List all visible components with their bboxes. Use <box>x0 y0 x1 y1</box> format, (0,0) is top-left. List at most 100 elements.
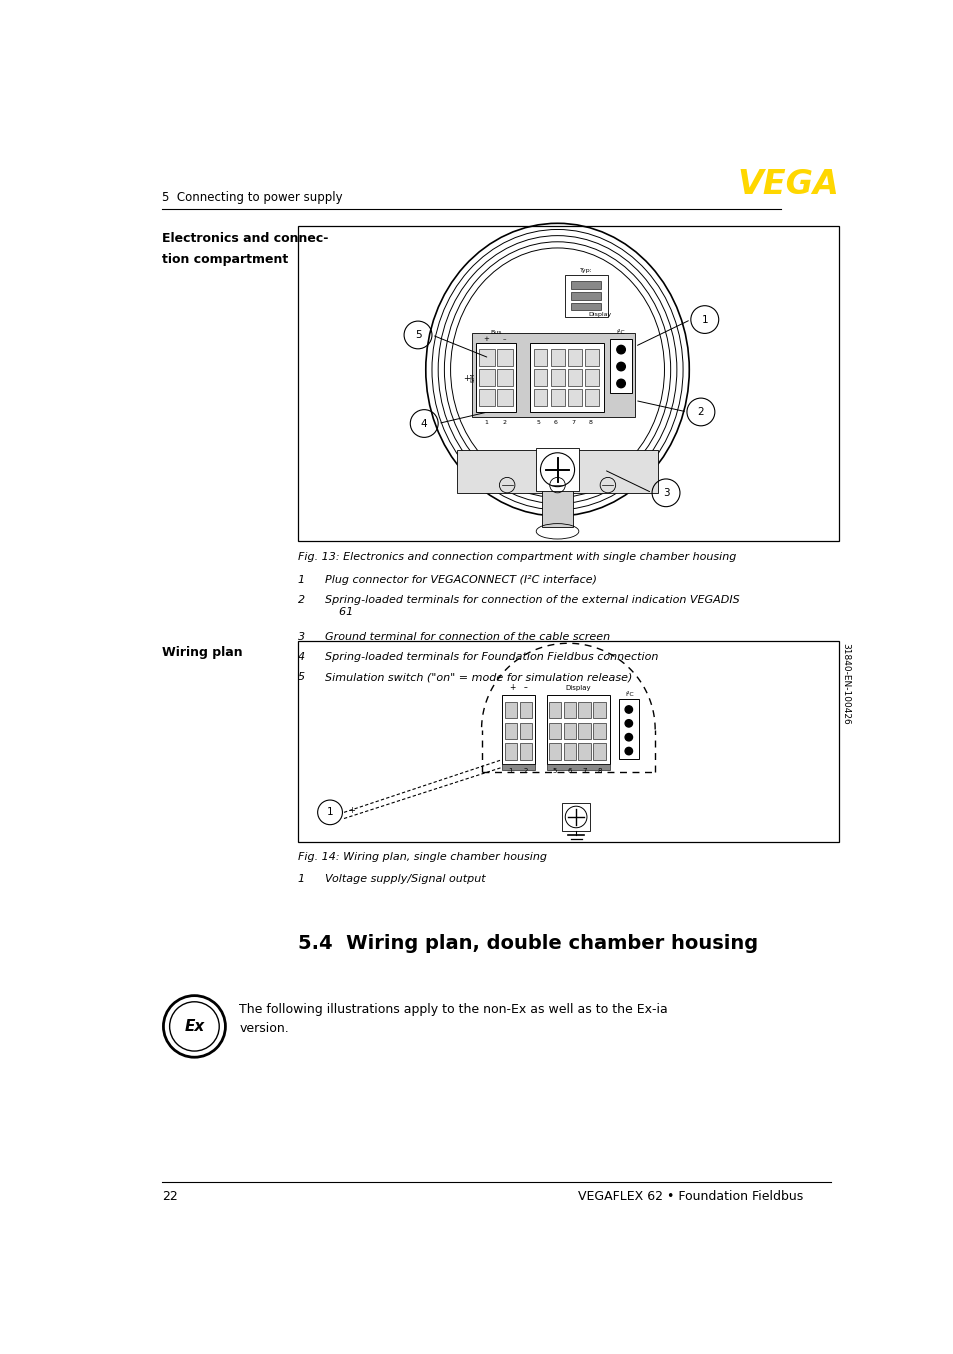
Bar <box>567 389 581 406</box>
Bar <box>472 333 635 417</box>
Bar <box>546 695 610 764</box>
Text: Voltage supply/Signal output: Voltage supply/Signal output <box>324 873 485 884</box>
Text: +: + <box>483 336 489 343</box>
Text: 8: 8 <box>597 768 601 773</box>
Bar <box>565 275 607 317</box>
Bar <box>519 743 532 760</box>
Text: tion compartment: tion compartment <box>162 253 288 267</box>
Bar <box>548 723 560 739</box>
Text: 3: 3 <box>662 487 669 498</box>
Text: 5  Connecting to power supply: 5 Connecting to power supply <box>162 191 342 204</box>
Circle shape <box>624 747 632 754</box>
Bar <box>563 723 576 739</box>
Text: SIM: SIM <box>470 372 475 382</box>
Text: 5: 5 <box>415 330 421 340</box>
Bar <box>550 389 564 406</box>
Text: 2: 2 <box>697 408 703 417</box>
Text: VEGAFLEX 62 • Foundation Fieldbus: VEGAFLEX 62 • Foundation Fieldbus <box>577 1190 802 1202</box>
Bar <box>502 764 535 770</box>
Bar <box>584 368 598 386</box>
Bar <box>567 349 581 366</box>
Bar <box>504 701 517 718</box>
Bar <box>519 701 532 718</box>
Text: 5: 5 <box>537 420 540 425</box>
Text: +: + <box>348 806 355 815</box>
Bar <box>578 723 590 739</box>
Bar <box>584 389 598 406</box>
Bar <box>610 338 631 393</box>
Text: 5.4  Wiring plan, double chamber housing: 5.4 Wiring plan, double chamber housing <box>297 934 757 953</box>
Text: Display: Display <box>565 685 591 692</box>
Bar <box>563 743 576 760</box>
Circle shape <box>624 705 632 714</box>
Bar <box>578 701 590 718</box>
Text: 7: 7 <box>571 420 575 425</box>
Bar <box>533 349 547 366</box>
Text: 1: 1 <box>326 807 333 818</box>
Bar <box>593 723 605 739</box>
Text: VEGA: VEGA <box>737 168 839 200</box>
Text: Ground terminal for connection of the cable screen: Ground terminal for connection of the ca… <box>324 632 609 642</box>
Circle shape <box>624 734 632 741</box>
Bar <box>567 368 581 386</box>
Bar <box>478 349 495 366</box>
Text: Simulation switch ("on" = mode for simulation release): Simulation switch ("on" = mode for simul… <box>324 673 631 682</box>
Text: 2: 2 <box>523 768 527 773</box>
Bar <box>297 642 839 842</box>
Bar <box>571 282 600 288</box>
Text: Plug connector for VEGACONNECT (I²C interface): Plug connector for VEGACONNECT (I²C inte… <box>324 575 596 585</box>
Text: 22: 22 <box>162 1190 177 1202</box>
Text: 4: 4 <box>297 653 304 662</box>
Text: Wiring plan: Wiring plan <box>162 646 242 659</box>
Text: Spring-loaded terminals for Foundation Fieldbus connection: Spring-loaded terminals for Foundation F… <box>324 653 658 662</box>
Bar <box>533 389 547 406</box>
Bar <box>563 701 576 718</box>
Bar <box>578 743 590 760</box>
Text: 1: 1 <box>297 575 304 585</box>
Circle shape <box>617 345 624 353</box>
Text: 2: 2 <box>501 420 505 425</box>
Bar <box>546 764 610 770</box>
Text: –: – <box>523 684 527 692</box>
Bar <box>478 368 495 386</box>
Text: Bus: Bus <box>490 330 501 334</box>
Bar <box>497 349 512 366</box>
Bar <box>561 803 590 831</box>
Bar <box>530 343 603 412</box>
Bar <box>593 701 605 718</box>
Text: 1: 1 <box>484 420 488 425</box>
Bar <box>571 303 600 310</box>
Text: 5: 5 <box>297 673 304 682</box>
Text: –: – <box>502 336 505 343</box>
Bar <box>593 743 605 760</box>
Text: 1: 1 <box>700 314 707 325</box>
Text: 6: 6 <box>567 768 572 773</box>
Bar <box>618 699 639 758</box>
Text: 5: 5 <box>552 768 556 773</box>
Bar <box>550 368 564 386</box>
Text: 3: 3 <box>297 632 304 642</box>
Bar <box>548 743 560 760</box>
Bar <box>504 743 517 760</box>
Text: +: + <box>509 684 515 692</box>
Text: 1: 1 <box>297 873 304 884</box>
Text: 1: 1 <box>507 768 512 773</box>
Text: 6: 6 <box>554 420 558 425</box>
Bar <box>584 349 598 366</box>
Text: 31840-EN-100426: 31840-EN-100426 <box>841 643 850 724</box>
Bar <box>548 701 560 718</box>
Text: Display: Display <box>588 313 611 317</box>
Text: 8: 8 <box>587 420 592 425</box>
Bar <box>476 343 516 412</box>
Text: Ex: Ex <box>184 1020 204 1034</box>
Bar <box>478 389 495 406</box>
Bar <box>497 368 512 386</box>
Text: Electronics and connec-: Electronics and connec- <box>162 232 328 245</box>
Bar <box>456 451 658 493</box>
Text: I²C: I²C <box>616 330 625 336</box>
Bar <box>497 389 512 406</box>
Text: Fig. 13: Electronics and connection compartment with single chamber housing: Fig. 13: Electronics and connection comp… <box>297 552 735 562</box>
Text: 7: 7 <box>581 768 586 773</box>
Text: Spring-loaded terminals for connection of the external indication VEGADIS
    61: Spring-loaded terminals for connection o… <box>324 596 739 617</box>
Text: 4: 4 <box>420 418 427 428</box>
